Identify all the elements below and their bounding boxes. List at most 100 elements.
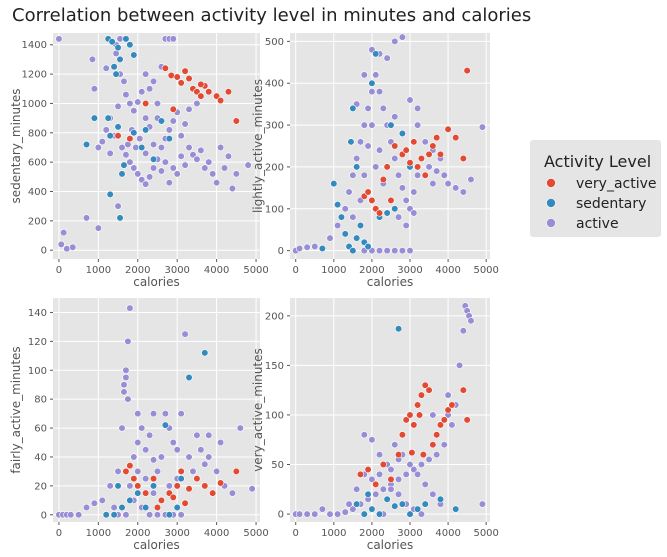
point-sedentary — [110, 63, 118, 71]
point-sedentary — [334, 200, 342, 209]
legend-marker-active — [546, 218, 556, 228]
point-active — [94, 224, 102, 232]
point-active — [146, 173, 154, 181]
point-active — [197, 446, 205, 454]
point-sedentary — [360, 510, 368, 518]
point-active — [360, 121, 368, 129]
point-sedentary — [106, 132, 114, 140]
point-very_active — [410, 421, 418, 429]
point-very_active — [436, 150, 445, 158]
point-sedentary — [157, 117, 166, 125]
point-active — [448, 421, 456, 429]
subplot-2: 0 1000 2000 3000 4000 5000 0 100 200 300 400 500 cal… — [251, 33, 499, 289]
point-active — [303, 243, 311, 251]
point-active — [67, 511, 75, 519]
point-active — [110, 503, 118, 512]
point-active — [459, 188, 467, 196]
y-tick-label: 60 — [34, 424, 47, 435]
x-tick-label: 4000 — [435, 528, 460, 539]
point-active — [205, 431, 213, 439]
point-active — [63, 245, 71, 253]
point-active — [165, 126, 173, 134]
point-active — [368, 121, 376, 129]
point-active — [126, 482, 134, 490]
point-active — [90, 499, 98, 507]
point-active — [391, 154, 399, 163]
point-very_active — [391, 142, 399, 150]
point-active — [146, 431, 154, 439]
point-active — [193, 99, 201, 108]
point-very_active — [394, 451, 403, 459]
point-very_active — [459, 154, 467, 163]
point-active — [60, 228, 68, 237]
point-active — [55, 35, 63, 43]
point-sedentary — [118, 170, 126, 178]
point-sedentary — [394, 325, 403, 333]
point-active — [185, 453, 193, 461]
y-tick-label: 200 — [28, 216, 47, 227]
point-active — [181, 161, 189, 169]
point-active — [153, 511, 162, 519]
point-very_active — [126, 462, 134, 470]
point-active — [387, 485, 395, 493]
point-very_active — [364, 465, 372, 474]
y-tick-label: 40 — [34, 452, 47, 463]
y-axis-label: very_active_minutes — [251, 348, 265, 472]
point-active — [169, 164, 177, 172]
point-active — [149, 456, 158, 464]
point-very_active — [421, 171, 429, 179]
point-active — [429, 411, 437, 419]
point-active — [345, 188, 353, 196]
point-very_active — [372, 480, 380, 488]
point-very_active — [444, 406, 452, 414]
point-very_active — [114, 132, 122, 140]
point-active — [341, 205, 349, 213]
point-sedentary — [106, 190, 114, 199]
point-sedentary — [185, 373, 193, 382]
point-active — [402, 470, 410, 479]
point-sedentary — [387, 121, 395, 129]
point-sedentary — [318, 244, 326, 253]
point-active — [452, 184, 460, 192]
point-very_active — [417, 391, 426, 399]
point-active — [213, 179, 221, 187]
point-active — [98, 137, 106, 146]
point-very_active — [173, 482, 181, 490]
y-tick-label: 200 — [265, 162, 284, 173]
y-tick-label: 600 — [28, 158, 47, 169]
point-sedentary — [391, 205, 399, 213]
x-tick-label: 5000 — [243, 528, 268, 539]
point-active — [414, 104, 422, 112]
point-active — [169, 438, 177, 447]
point-active — [153, 467, 162, 476]
point-very_active — [224, 88, 233, 96]
point-active — [88, 55, 97, 64]
point-very_active — [433, 134, 441, 142]
y-tick-label: 100 — [265, 204, 284, 215]
point-active — [142, 149, 150, 157]
point-active — [134, 410, 142, 418]
point-sedentary — [391, 502, 399, 510]
point-active — [102, 64, 110, 72]
point-active — [379, 485, 387, 493]
point-very_active — [463, 416, 471, 424]
point-sedentary — [383, 495, 391, 503]
point-very_active — [142, 99, 150, 108]
point-sedentary — [372, 50, 380, 58]
point-sedentary — [364, 490, 372, 498]
point-active — [106, 149, 114, 157]
y-tick-label: 500 — [265, 37, 284, 48]
point-sedentary — [368, 505, 376, 513]
point-active — [467, 317, 475, 325]
point-sedentary — [201, 349, 209, 357]
point-very_active — [414, 401, 422, 409]
point-sedentary — [375, 510, 384, 518]
x-tick-label: 2000 — [125, 265, 150, 276]
point-active — [379, 104, 387, 112]
x-tick-label: 5000 — [473, 528, 498, 539]
point-very_active — [209, 489, 217, 497]
point-active — [122, 511, 130, 519]
point-active — [201, 460, 209, 468]
x-tick-label: 5000 — [243, 265, 268, 276]
point-sedentary — [116, 55, 124, 64]
